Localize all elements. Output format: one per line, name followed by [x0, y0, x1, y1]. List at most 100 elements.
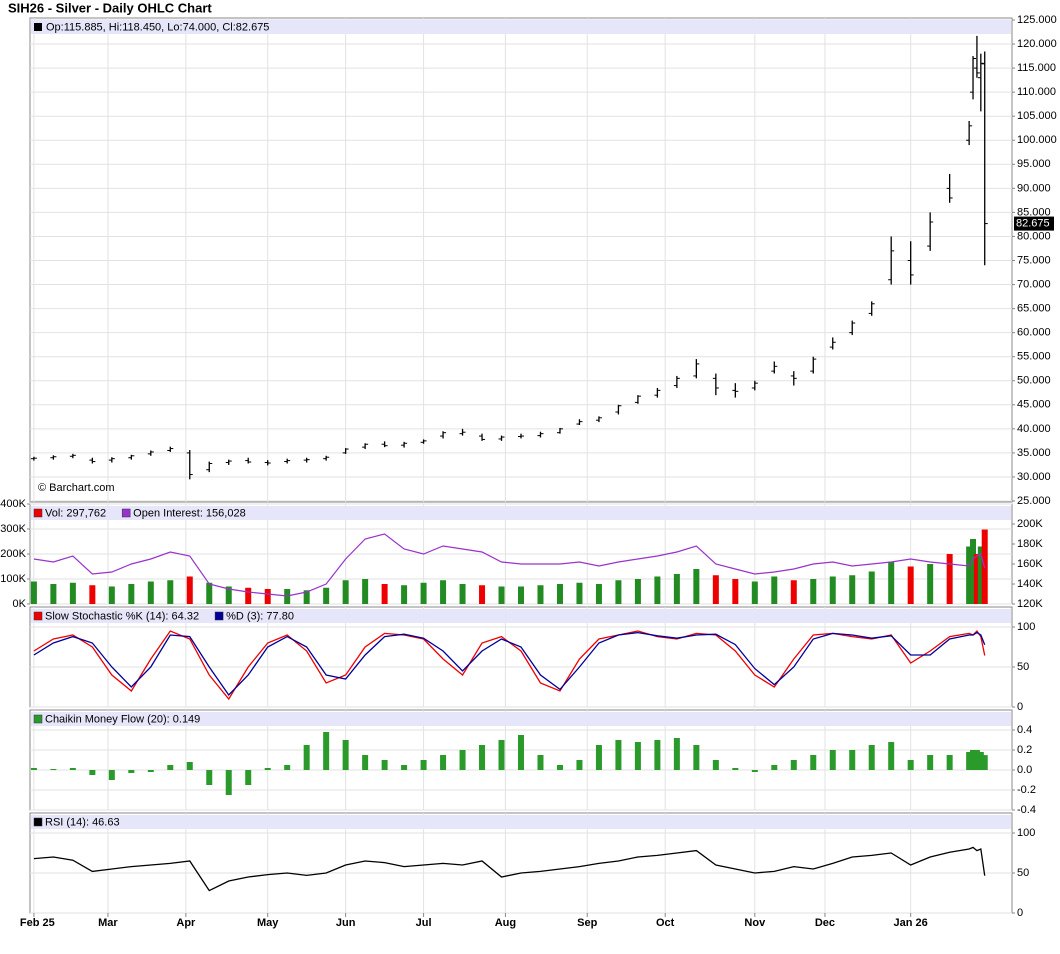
indicator-bar	[790, 760, 797, 770]
volume-bar	[693, 569, 700, 604]
indicator-bar	[732, 768, 739, 770]
volume-bar	[849, 575, 856, 604]
indicator-bar	[977, 752, 984, 770]
y-tick-label: -0.2	[1017, 784, 1036, 796]
x-tick-label: Jul	[416, 917, 432, 929]
indicator-bar	[888, 742, 895, 770]
y-tick-label: 75.000	[1017, 254, 1051, 266]
indicator-bar	[970, 750, 977, 770]
indicator-bar	[966, 752, 973, 770]
y-tick-label: 100	[1017, 827, 1035, 839]
legend-swatch	[121, 508, 131, 518]
y-tick-label: 0K	[13, 598, 27, 610]
panel-frame	[29, 606, 1013, 708]
volume-bar	[381, 584, 388, 604]
x-tick-label: Jan 26	[894, 917, 928, 929]
indicator-bar	[595, 745, 602, 770]
x-tick-label: May	[257, 917, 279, 929]
legend-band	[31, 506, 1011, 520]
volume-bar	[634, 579, 641, 604]
y-tick-label: -0.4	[1017, 804, 1036, 816]
volume-bar	[973, 554, 980, 604]
indicator-bar	[264, 768, 271, 770]
indicator-bar	[518, 735, 524, 770]
volume-bar	[537, 585, 544, 604]
y-tick-label: 100	[1017, 621, 1035, 633]
indicator-bar	[673, 738, 680, 770]
volume-bar	[479, 585, 486, 604]
volume-bar	[206, 582, 213, 604]
indicator-bar	[946, 755, 953, 770]
indicator-bar	[420, 760, 427, 770]
indicator-bar	[981, 755, 988, 770]
y-tick-label: 0	[1017, 907, 1023, 919]
volume-bar	[303, 590, 310, 604]
indicator-bar	[69, 768, 76, 770]
y-tick-label: 50.000	[1017, 375, 1051, 387]
indicator-bar	[381, 760, 388, 770]
volume-bar	[342, 580, 349, 604]
indicator-bar	[576, 760, 583, 770]
y-tick-label: 80.000	[1017, 230, 1051, 242]
x-tick-label: Jun	[336, 917, 356, 929]
indicator-bar	[771, 765, 778, 770]
y2-tick-label: 160K	[1017, 558, 1043, 570]
y-tick-label: 55.000	[1017, 351, 1051, 363]
indicator-bar	[693, 745, 700, 770]
volume-bar	[654, 576, 661, 604]
y-tick-label: 120.000	[1017, 38, 1057, 50]
y-tick-label: 0.4	[1017, 724, 1032, 736]
indicator-bar	[186, 762, 193, 770]
volume-bar	[970, 539, 977, 604]
credit: © Barchart.com	[38, 482, 115, 494]
indicator-bar	[50, 769, 57, 770]
chart-title: SIH26 - Silver - Daily OHLC Chart	[8, 0, 212, 15]
legend-band	[31, 20, 1011, 34]
indicator-bar	[907, 760, 914, 770]
volume-bar	[771, 576, 778, 604]
x-tick-label: Sep	[577, 917, 597, 929]
y-tick-label: 35.000	[1017, 447, 1051, 459]
indicator-bar	[30, 768, 37, 770]
volume-bar	[946, 554, 953, 604]
volume-bar	[888, 561, 895, 604]
volume-bar	[751, 581, 758, 604]
indicator-bar	[401, 765, 408, 770]
y-tick-label: 100K	[0, 573, 26, 585]
indicator-bar	[284, 765, 291, 770]
x-tick-label: Nov	[744, 917, 766, 929]
y-tick-label: 40.000	[1017, 423, 1051, 435]
indicator-bar	[128, 770, 135, 773]
indicator-bar	[479, 745, 486, 770]
y-tick-label: 110.000	[1017, 86, 1056, 98]
volume-bar	[712, 575, 719, 604]
indicator-bar	[973, 750, 980, 770]
volume-bar	[167, 580, 174, 604]
volume-bar	[264, 589, 271, 604]
indicator-bar	[810, 755, 817, 770]
volume-bar	[732, 579, 739, 604]
x-tick-label: Dec	[815, 917, 835, 929]
indicator-bar	[654, 740, 661, 770]
x-tick-label: Aug	[495, 917, 516, 929]
indicator-bar	[634, 742, 641, 770]
legend-text: RSI (14): 46.63	[45, 816, 120, 828]
indicator-bar	[323, 732, 330, 770]
indicator-bar	[712, 760, 719, 770]
indicator-bar	[868, 745, 875, 770]
panel-frame	[29, 812, 1013, 914]
indicator-bar	[225, 770, 232, 795]
volume-bar	[907, 566, 914, 604]
y-tick-label: 65.000	[1017, 303, 1051, 315]
volume-bar	[362, 579, 369, 604]
legend-text: %D (3): 77.80	[226, 610, 294, 622]
volume-bar	[186, 576, 193, 604]
volume-bar	[977, 546, 984, 604]
volume-bar	[245, 587, 252, 604]
y2-tick-label: 200K	[1017, 518, 1043, 530]
y-tick-label: 25.000	[1017, 495, 1051, 507]
y-tick-label: 45.000	[1017, 399, 1051, 411]
y-tick-label: 60.000	[1017, 327, 1051, 339]
y-tick-label: 0	[1017, 701, 1023, 713]
volume-bar	[829, 576, 836, 604]
